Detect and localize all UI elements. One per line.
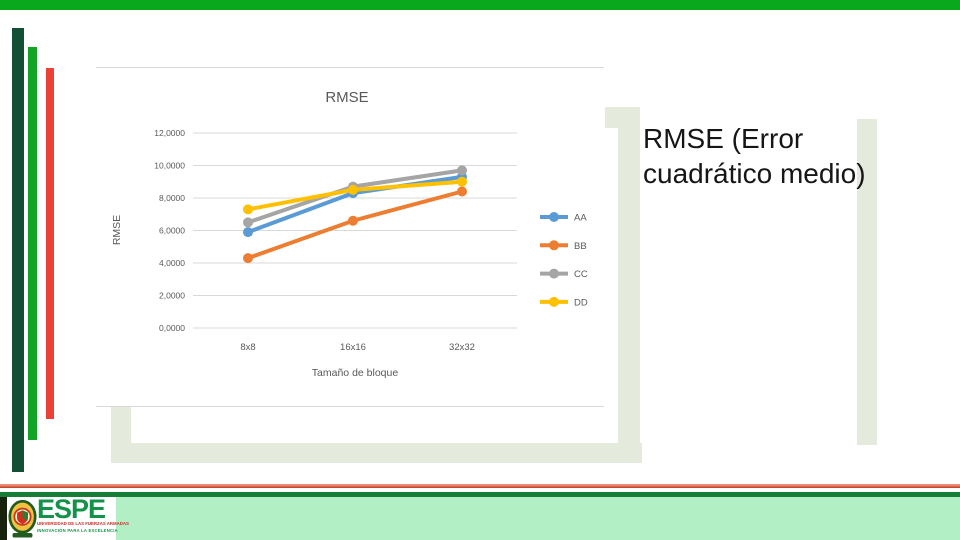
svg-text:8,0000: 8,0000 (159, 193, 185, 203)
footer-mint-band (0, 497, 960, 540)
footer-green-line (0, 492, 960, 497)
left-red-bar (46, 68, 54, 419)
svg-text:DD: DD (574, 297, 588, 308)
svg-text:BB: BB (574, 241, 587, 252)
svg-text:32x32: 32x32 (449, 342, 475, 353)
svg-text:2,0000: 2,0000 (159, 291, 185, 301)
bracket-left-stub (111, 407, 131, 451)
svg-text:12,0000: 12,0000 (154, 128, 185, 138)
bracket-bottom-bar (111, 443, 642, 463)
footer-red-line (0, 484, 960, 488)
svg-text:Tamaño de bloque: Tamaño de bloque (312, 367, 399, 379)
svg-text:10,0000: 10,0000 (154, 161, 185, 171)
rmse-line-chart: 0,0000 2,0000 4,0000 6,0000 8,0000 10,0000 12,… (111, 89, 588, 379)
svg-text:6,0000: 6,0000 (159, 226, 185, 236)
svg-text:RMSE: RMSE (325, 89, 368, 106)
svg-text:CC: CC (574, 269, 588, 280)
espe-wordmark: ESPE (37, 494, 106, 524)
left-bright-green-bar (28, 47, 37, 440)
left-dark-green-bar (12, 28, 24, 472)
svg-text:16x16: 16x16 (340, 342, 366, 353)
svg-text:0,0000: 0,0000 (159, 323, 185, 333)
logo-dark-edge (0, 497, 7, 540)
svg-text:4,0000: 4,0000 (159, 258, 185, 268)
svg-text:RMSE: RMSE (111, 215, 123, 245)
top-green-bar (0, 0, 960, 10)
espe-motto-text: INNOVACIÓN PARA LA EXCELENCIA (37, 529, 118, 534)
espe-crest-icon (8, 499, 37, 538)
espe-university-text: UNIVERSIDAD DE LAS FUERZAS ARMADAS (37, 522, 129, 527)
slide-heading: RMSE (Error cuadrático medio) (643, 123, 866, 189)
bracket-right-bar (618, 107, 640, 463)
rmse-chart-frame: 0,0000 2,0000 4,0000 6,0000 8,0000 10,0000 12,… (96, 67, 604, 407)
svg-text:AA: AA (574, 213, 587, 224)
svg-text:8x8: 8x8 (240, 342, 255, 353)
right-accent-bar (857, 119, 877, 445)
